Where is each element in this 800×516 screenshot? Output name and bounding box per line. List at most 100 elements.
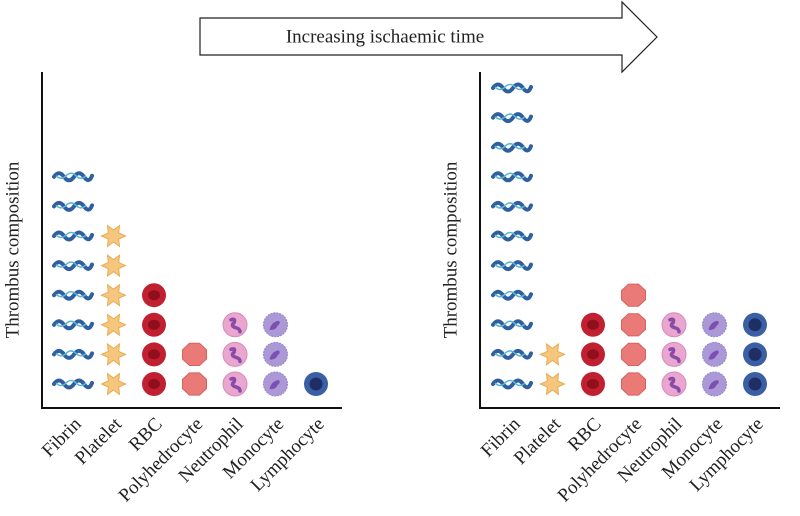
fibrin-strand [494, 142, 526, 150]
icon-stack [491, 82, 533, 390]
rbc-center [148, 290, 160, 301]
icon-stack [222, 312, 248, 397]
platelet-icon [100, 283, 127, 307]
fibrin-icon [491, 319, 533, 331]
neutrophil-nucleus [668, 376, 681, 393]
platelet-icon [100, 372, 127, 396]
icon-stack [52, 171, 94, 390]
rbc-center [587, 349, 599, 360]
time-arrow [199, 0, 658, 74]
icon-stack [304, 372, 328, 396]
icon-stack [743, 312, 767, 396]
platelet-icon [539, 342, 566, 366]
fibrin-icon [491, 112, 533, 124]
y-axis-label: Thrombus composition [440, 161, 461, 338]
fibrin-strand [55, 261, 87, 268]
icon-stack [182, 342, 207, 396]
fibrin-strand [494, 379, 526, 387]
fibrin-strand [55, 379, 87, 387]
fibrin-icon [491, 260, 533, 272]
polyhedrocyte-icon [621, 283, 646, 307]
fibrin-icon [491, 289, 533, 301]
fibrin-icon [52, 378, 94, 390]
fibrin-strand [55, 290, 87, 298]
lymphocyte-nucleus [309, 377, 323, 391]
fibrin-strand [494, 231, 526, 239]
icon-stack [263, 312, 288, 397]
neutrophil-icon [222, 371, 248, 397]
platelet-icon [100, 342, 127, 366]
fibrin-strand [494, 172, 526, 180]
icon-stack [100, 224, 127, 396]
rbc-center [587, 319, 599, 330]
fibrin-strand [494, 202, 526, 209]
neutrophil-icon [222, 341, 248, 367]
fibrin-strand [55, 231, 87, 239]
fibrin-icon [52, 230, 94, 242]
monocyte-nucleus [708, 320, 719, 330]
lymphocyte-nucleus [748, 347, 762, 361]
neutrophil-icon [661, 341, 687, 367]
neutrophil-nucleus [229, 347, 242, 364]
neutrophil-nucleus [668, 317, 681, 334]
rbc-center [587, 379, 599, 389]
platelet-icon [100, 224, 127, 248]
polyhedrocyte-icon [621, 372, 646, 396]
neutrophil-nucleus [668, 347, 681, 364]
y-axis-label: Thrombus composition [2, 161, 23, 338]
platelet-icon [539, 372, 566, 396]
fibrin-icon [491, 171, 533, 183]
polyhedrocyte-icon [621, 342, 646, 366]
fibrin-strand [494, 320, 526, 328]
fibrin-icon [52, 319, 94, 331]
fibrin-icon [491, 230, 533, 242]
fibrin-strand [494, 83, 526, 91]
fibrin-icon [491, 82, 533, 94]
fibrin-strand [494, 290, 526, 298]
monocyte-nucleus [269, 320, 280, 330]
fibrin-strand [55, 350, 87, 357]
neutrophil-icon [661, 371, 687, 397]
fibrin-icon [52, 348, 94, 360]
fibrin-strand [55, 172, 87, 180]
rbc-center [148, 379, 160, 389]
fibrin-strand [55, 202, 87, 209]
fibrin-icon [52, 260, 94, 272]
fibrin-strand [55, 320, 87, 328]
neutrophil-nucleus [229, 317, 242, 334]
fibrin-icon [491, 200, 533, 212]
icon-stack [581, 312, 605, 396]
arrow-label: Increasing ischaemic time [286, 26, 484, 47]
fibrin-strand [494, 261, 526, 268]
fibrin-icon [52, 200, 94, 212]
polyhedrocyte-icon [182, 372, 207, 396]
rbc-center [148, 349, 160, 360]
fibrin-icon [491, 141, 533, 153]
x-tick-label: Platelet [510, 413, 566, 469]
platelet-icon [100, 254, 127, 278]
icon-stack [661, 312, 687, 397]
neutrophil-icon [661, 312, 687, 338]
x-tick-label: Platelet [71, 413, 127, 469]
fibrin-strand [494, 113, 526, 120]
monocyte-nucleus [269, 380, 280, 390]
neutrophil-icon [222, 312, 248, 338]
polyhedrocyte-icon [621, 313, 646, 337]
icon-stack [142, 283, 166, 396]
fibrin-icon [52, 289, 94, 301]
fibrin-strand [494, 350, 526, 357]
fibrin-icon [52, 171, 94, 183]
icon-stack [539, 342, 566, 396]
platelet-icon [100, 313, 127, 337]
lymphocyte-nucleus [748, 377, 762, 391]
monocyte-nucleus [708, 350, 719, 360]
polyhedrocyte-icon [182, 342, 207, 366]
neutrophil-nucleus [229, 376, 242, 393]
icon-stack [621, 283, 646, 396]
fibrin-icon [491, 348, 533, 360]
monocyte-nucleus [708, 380, 719, 390]
fibrin-icon [491, 378, 533, 390]
lymphocyte-nucleus [748, 318, 762, 332]
icon-stack [702, 312, 727, 397]
